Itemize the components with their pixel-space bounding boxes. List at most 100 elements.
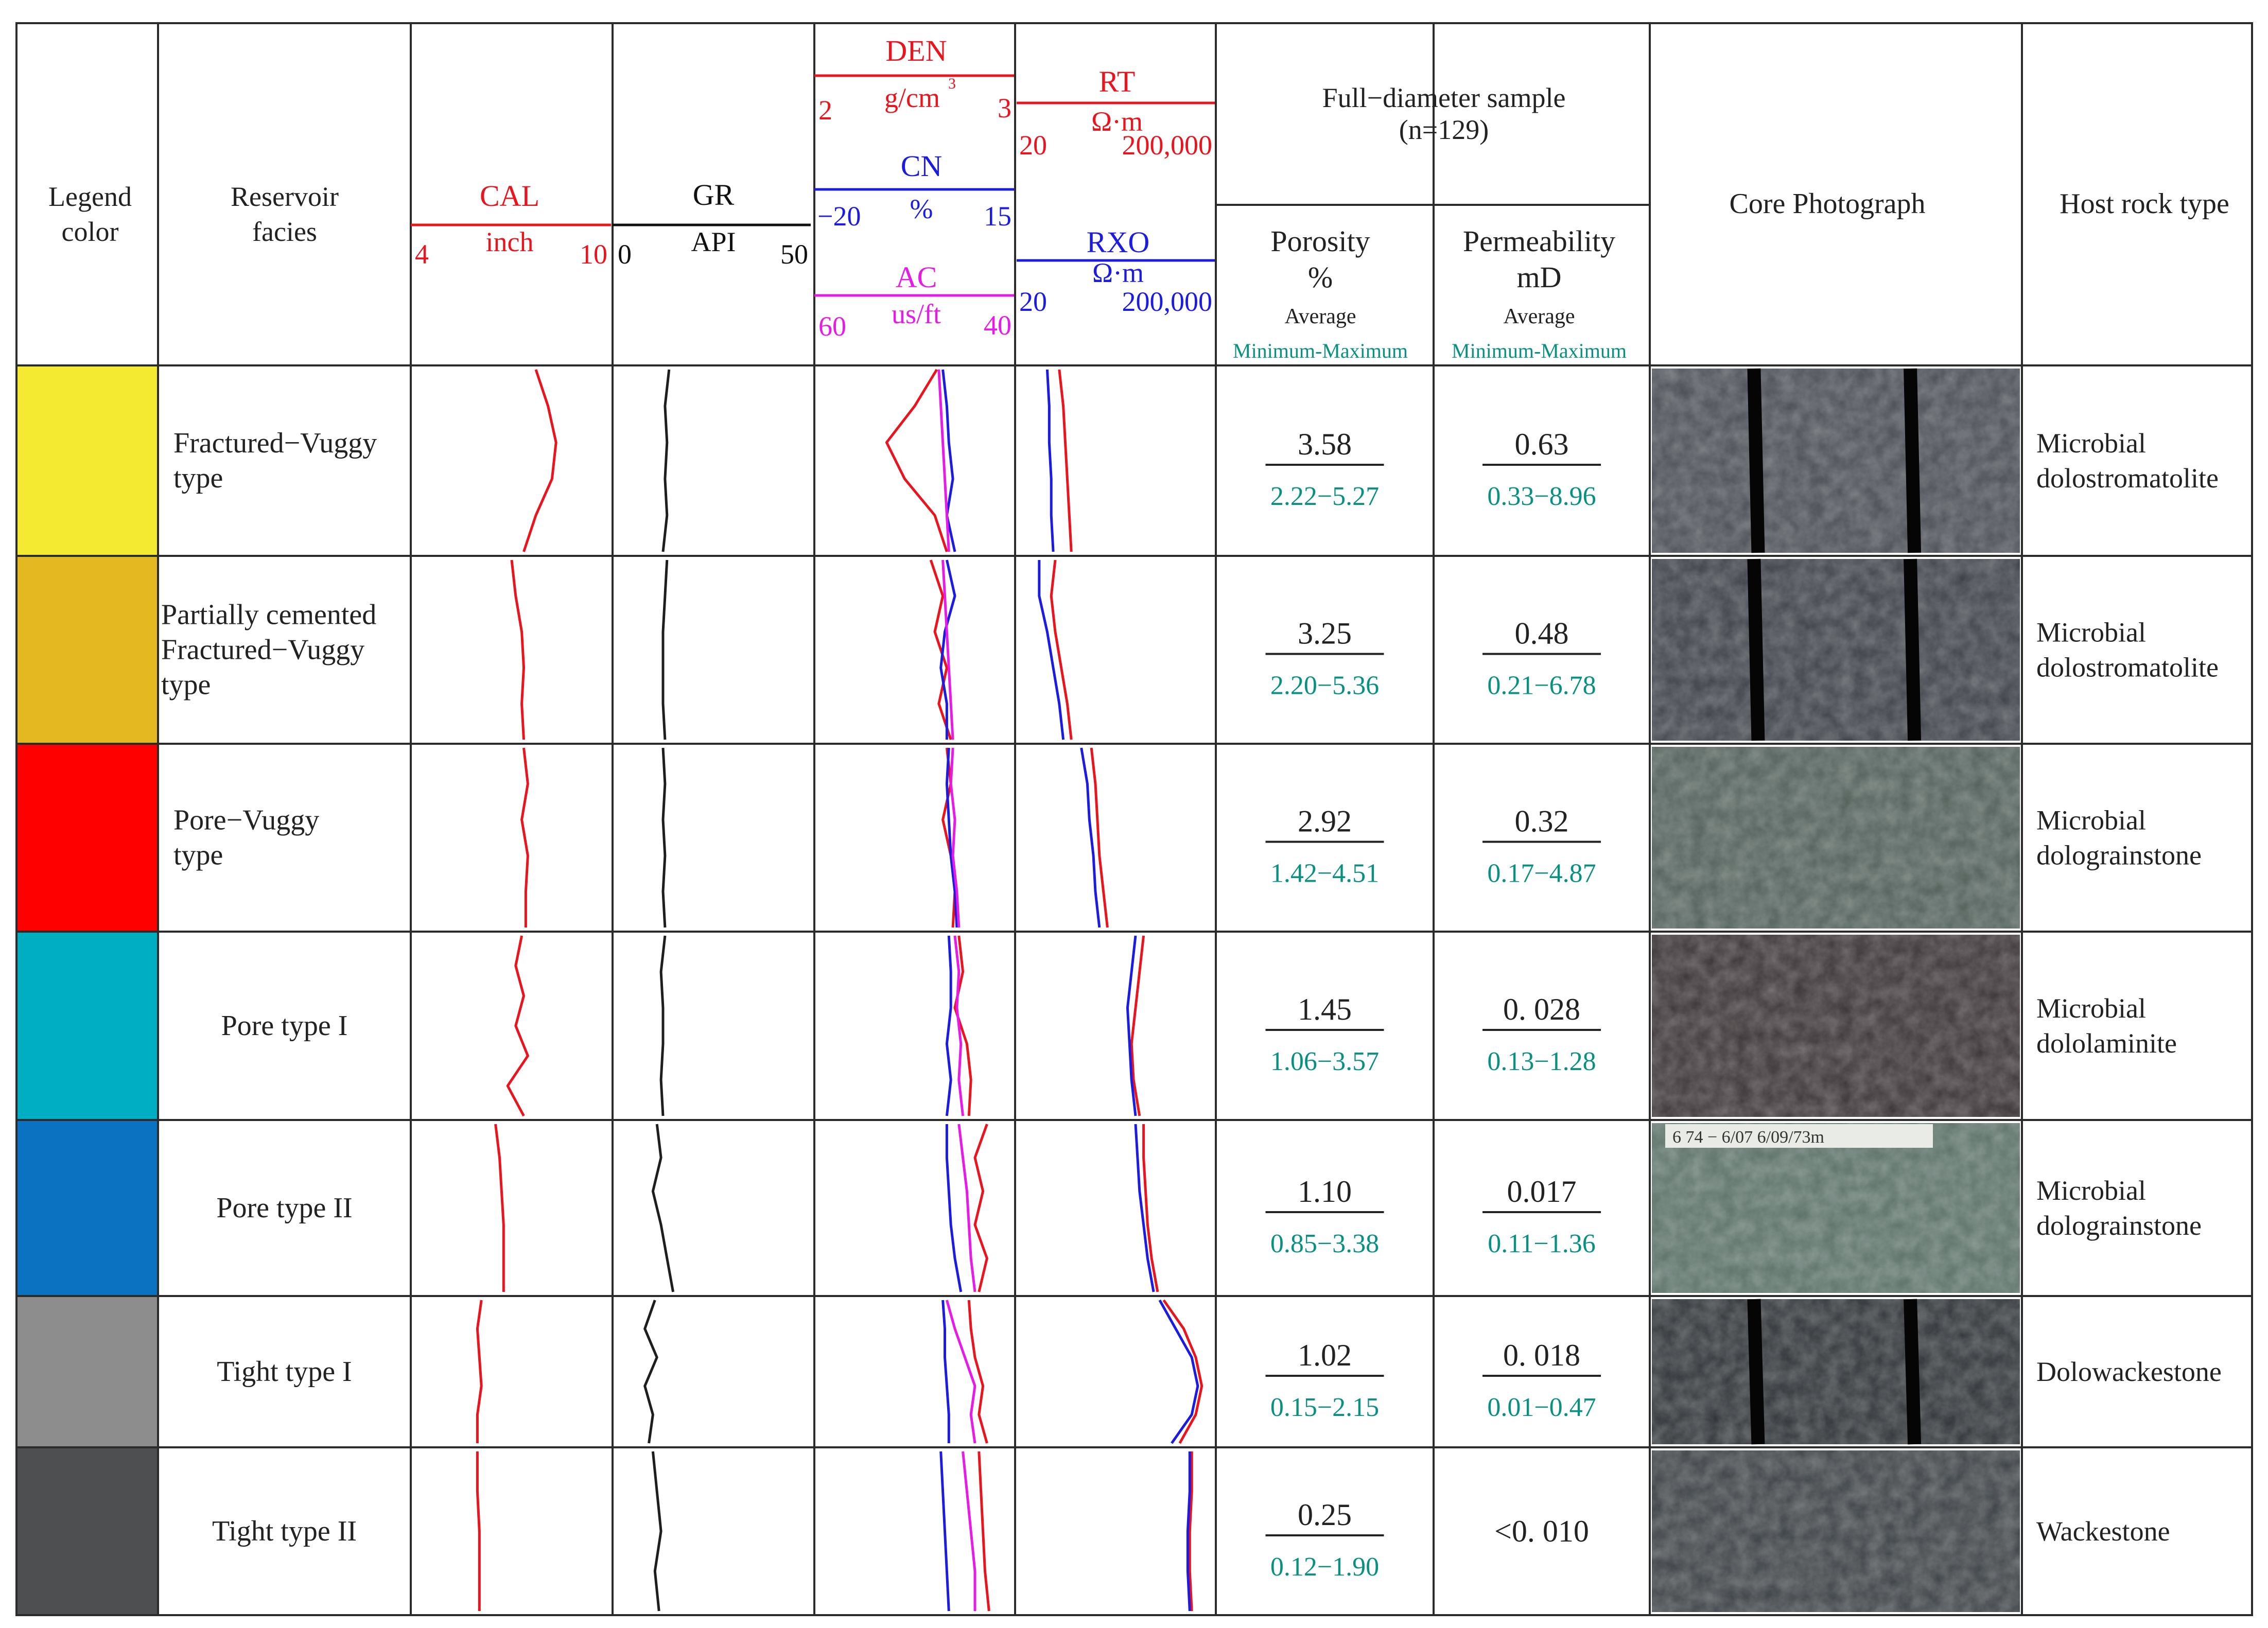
den-curve [953, 935, 972, 1116]
table-border [15, 22, 2253, 1616]
rt-min: 20 [1019, 130, 1047, 161]
ac-curve [941, 559, 954, 740]
table-grid [15, 22, 2253, 1616]
cn-curve [945, 747, 958, 928]
permeability-average: 0.63 [1515, 427, 1569, 461]
ac-curve [937, 369, 950, 552]
facies-name: Pore type I [221, 1010, 348, 1042]
cal-min: 4 [415, 239, 429, 270]
rt-curve [1162, 1299, 1203, 1444]
header-gr: GR API 0 50 [613, 178, 811, 270]
full-diameter-line2: (n=129) [1399, 114, 1489, 145]
core-photo-texture [1652, 369, 2020, 553]
legend-swatches [18, 366, 157, 1614]
rxo-unit: Ω·m [1092, 257, 1144, 288]
porosity-unit: % [1308, 260, 1333, 294]
legend-swatch [18, 745, 157, 931]
permeability-average: 0. 018 [1503, 1338, 1580, 1372]
permeability-average-label: Average [1503, 305, 1575, 328]
permeability-average: 0. 028 [1503, 992, 1580, 1026]
reservoir-facies-line1: Reservoir [231, 181, 339, 212]
den-name: DEN [885, 34, 947, 67]
core-break [1904, 368, 1922, 553]
core-break [1747, 558, 1765, 741]
cal-curve [476, 1300, 483, 1443]
host-rock-type: Microbial [2036, 617, 2146, 648]
gr-min: 0 [618, 239, 632, 270]
core-photo [1652, 368, 2020, 553]
porosity-average: 1.45 [1298, 992, 1352, 1026]
rt-curve [1050, 559, 1073, 740]
core-photographs: 6 74 − 6/07 6/09/73m [1652, 368, 2020, 1612]
den-unit: g/cm [884, 82, 940, 113]
den-curve [885, 369, 948, 552]
host-rock-type: Microbial [2036, 428, 2146, 459]
facies-row: Pore type II 1.10 0.85−3.38 0.017 0.11−1.36 M… [216, 1175, 2202, 1258]
den-max: 3 [998, 93, 1011, 124]
core-photo [1652, 1450, 2020, 1612]
facies-row: Tight type II 0.25 0.12−1.90 <0. 010 Wackest… [212, 1498, 2170, 1582]
ac-curve [953, 935, 965, 1116]
gr-curve [661, 747, 667, 928]
rxo-name: RXO [1087, 225, 1149, 259]
permeability-average: 0.32 [1515, 804, 1569, 838]
header-legend-color: Legend color [48, 181, 132, 247]
header-cal: CAL inch 4 10 [411, 179, 611, 270]
cal-curve [476, 1451, 481, 1611]
rt-name: RT [1099, 65, 1136, 98]
cal-curve [520, 747, 529, 927]
permeability-average: 0.48 [1515, 617, 1569, 651]
permeability-average: <0. 010 [1494, 1514, 1589, 1548]
rt-curve [1058, 369, 1073, 552]
porosity-range: 0.12−1.90 [1270, 1552, 1379, 1582]
permeability-average: 0.017 [1507, 1175, 1577, 1209]
porosity-range: 0.15−2.15 [1270, 1393, 1379, 1422]
gr-curve [651, 1124, 675, 1292]
log-curves [476, 369, 1203, 1612]
ac-curve [945, 1300, 976, 1444]
core-photo-texture [1652, 1450, 2020, 1612]
core-break [1747, 1299, 1765, 1445]
cn-name: CN [901, 149, 943, 183]
cn-unit: % [910, 194, 933, 224]
host-rock-type: Microbial [2036, 993, 2146, 1024]
gr-curve [659, 935, 667, 1116]
cn-curve [945, 1124, 963, 1292]
rxo-curve [1126, 935, 1137, 1116]
porosity-range: 1.06−3.57 [1270, 1047, 1379, 1076]
facies-name: Pore type II [216, 1192, 352, 1224]
core-break [1904, 1299, 1922, 1445]
permeability-range: 0.33−8.96 [1487, 482, 1596, 511]
rxo-curve [1186, 1451, 1191, 1612]
permeability-range: 0.17−4.87 [1487, 859, 1596, 888]
porosity-average: 1.02 [1298, 1338, 1352, 1372]
core-photo [1652, 1299, 2020, 1445]
facies-name: Tight type I [217, 1356, 352, 1388]
cn-min: −20 [817, 201, 861, 232]
legend-color-line1: Legend [48, 181, 132, 212]
host-rock-type: Microbial [2036, 1175, 2146, 1206]
host-rock-type: Wackestone [2036, 1516, 2170, 1547]
core-photo: 6 74 − 6/07 6/09/73m [1652, 1123, 2020, 1293]
facies-name: Fractured−Vuggy [161, 634, 364, 666]
rxo-curve [1080, 747, 1101, 928]
cal-curve [506, 935, 529, 1117]
rxo-curve [1134, 1124, 1155, 1292]
porosity-range: 0.85−3.38 [1270, 1229, 1379, 1258]
core-photo [1652, 747, 2020, 929]
core-photo-header: Core Photograph [1729, 188, 1925, 220]
host-rock-type: dolostromatolite [2036, 463, 2219, 494]
legend-color-line2: color [62, 216, 119, 247]
porosity-average: 1.10 [1298, 1175, 1352, 1209]
cal-name: CAL [480, 179, 539, 213]
porosity-average: 3.58 [1298, 427, 1352, 461]
core-photo [1652, 935, 2020, 1117]
rt-curve [1142, 1124, 1159, 1292]
facies-name: Partially cemented [161, 599, 376, 631]
den-curve [929, 559, 952, 740]
header-den-cn-ac: DEN g/cm 3 2 3 CN % −20 15 AC us/ft 60 4… [814, 34, 1014, 342]
den-min: 2 [818, 95, 832, 126]
